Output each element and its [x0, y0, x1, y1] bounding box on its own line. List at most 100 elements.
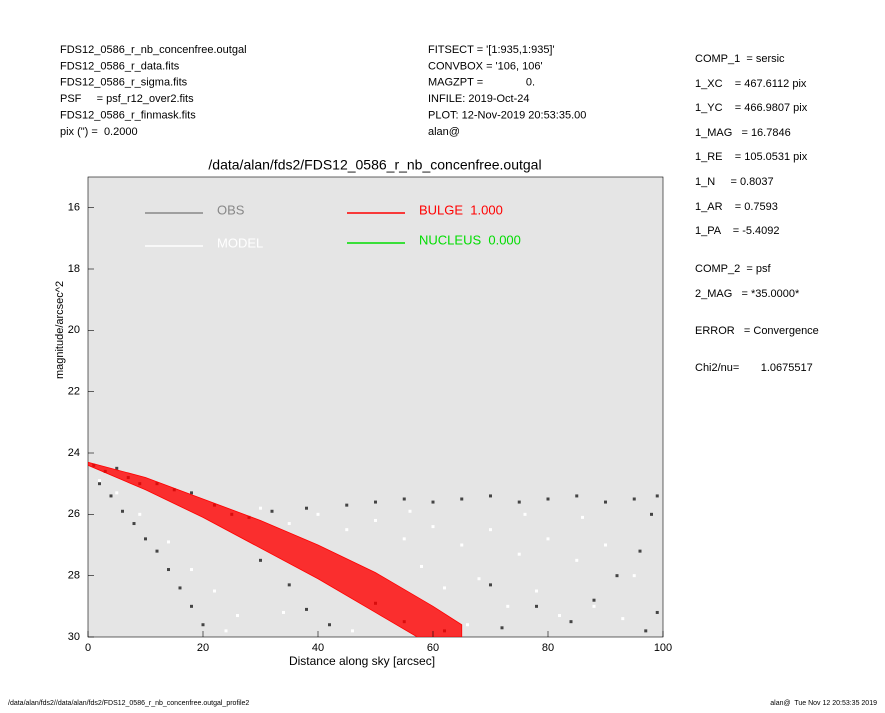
x-tick-label: 0 [85, 642, 91, 654]
header-middle-line: alan@ [428, 126, 460, 138]
data-point [535, 589, 538, 593]
data-point [466, 623, 469, 627]
header-middle-line: INFILE: 2019-Oct-24 [428, 93, 530, 105]
data-point [575, 494, 579, 498]
data-point [287, 522, 291, 526]
header-left-line: pix (") = 0.2000 [60, 126, 138, 138]
data-point [638, 549, 642, 553]
data-point [213, 589, 216, 593]
data-point [374, 518, 377, 522]
component-line: 2_MAG = *35.0000* [695, 288, 800, 300]
data-point [144, 537, 147, 541]
plot-marks [88, 461, 659, 637]
header-left-line: FDS12_0586_r_data.fits [60, 60, 180, 72]
data-point [98, 482, 101, 486]
data-point [115, 466, 119, 470]
data-point [632, 497, 636, 501]
data-point [420, 564, 423, 568]
header-left-line: PSF = psf_r12_over2.fits [60, 93, 194, 105]
data-point [282, 610, 285, 614]
data-point [569, 620, 573, 624]
header-left-line: FDS12_0586_r_finmask.fits [60, 110, 196, 122]
data-point [431, 525, 435, 529]
header-left-line: FDS12_0586_r_nb_concenfree.outgal [60, 44, 247, 56]
data-point [621, 617, 625, 621]
x-axis-label: Distance along sky [arcsec] [289, 654, 435, 668]
footer-right: alan@ Tue Nov 12 20:53:35 2019 [770, 700, 877, 707]
data-point [546, 497, 550, 501]
y-axis-label: magnitude/arcsec^2 [54, 281, 66, 379]
y-tick-label: 22 [68, 386, 80, 398]
data-point [109, 494, 113, 498]
data-point [345, 503, 349, 507]
data-point [489, 528, 492, 532]
data-point [316, 512, 320, 516]
header-middle-line: PLOT: 12-Nov-2019 20:53:35.00 [428, 110, 586, 122]
y-tick-label: 24 [68, 447, 80, 459]
legend-label: MODEL [217, 235, 263, 250]
legend-label: BULGE 1.000 [419, 202, 503, 217]
data-point [305, 607, 308, 611]
data-point [121, 509, 124, 513]
x-tick-label: 20 [197, 642, 209, 654]
header-middle-line: MAGZPT = 0. [428, 77, 535, 89]
data-point [190, 604, 193, 608]
data-point [201, 623, 205, 627]
data-point [374, 500, 377, 504]
data-point [431, 500, 435, 504]
y-tick-label: 30 [68, 631, 80, 643]
component-line: 1_XC = 467.6112 pix [695, 78, 807, 90]
data-point [98, 479, 101, 483]
data-point [604, 543, 607, 547]
data-point [138, 512, 142, 516]
data-point [517, 500, 521, 504]
y-tick-label: 18 [68, 263, 80, 275]
header-middle-line: CONVBOX = '106, 106' [428, 60, 543, 72]
y-tick-label: 28 [68, 570, 80, 582]
data-point [287, 583, 291, 587]
data-point [592, 604, 596, 608]
legend-label: OBS [217, 202, 245, 217]
legend-label: NUCLEUS 0.000 [419, 232, 521, 247]
data-point [460, 543, 464, 547]
component-line: 1_PA = -5.4092 [695, 225, 780, 237]
x-tick-label: 100 [654, 642, 672, 654]
component-line: Chi2/nu= 1.0675517 [695, 362, 813, 374]
data-point [650, 512, 653, 516]
component-line: 1_RE = 105.0531 pix [695, 151, 808, 163]
data-point [443, 586, 446, 590]
data-point [167, 568, 170, 572]
data-point [615, 574, 619, 578]
data-point [535, 604, 538, 608]
data-point [575, 558, 579, 562]
data-point [506, 604, 510, 608]
data-point [155, 549, 159, 553]
data-point [402, 537, 406, 541]
component-line: COMP_1 = sersic [695, 53, 785, 65]
data-point [305, 506, 308, 510]
data-point [236, 614, 239, 618]
x-tick-label: 40 [312, 642, 324, 654]
data-point [132, 522, 136, 526]
data-point [224, 629, 228, 633]
plot-area [87, 176, 664, 638]
component-line: 1_AR = 0.7593 [695, 201, 778, 213]
data-point [581, 515, 584, 519]
data-point [655, 610, 659, 614]
data-point [489, 494, 492, 498]
data-point [115, 491, 119, 495]
data-point [500, 626, 504, 630]
chart-title: /data/alan/fds2/FDS12_0586_r_nb_concenfr… [208, 157, 541, 173]
data-point [460, 497, 464, 501]
header-left-line: FDS12_0586_r_sigma.fits [60, 77, 188, 89]
data-point [345, 528, 349, 532]
data-point [328, 623, 331, 627]
component-line: 1_N = 0.8037 [695, 176, 774, 188]
data-point [517, 552, 521, 556]
data-point [259, 558, 262, 562]
y-tick-label: 16 [68, 202, 80, 214]
data-point [190, 491, 193, 495]
component-line: ERROR = Convergence [695, 325, 819, 337]
data-point [408, 509, 412, 513]
